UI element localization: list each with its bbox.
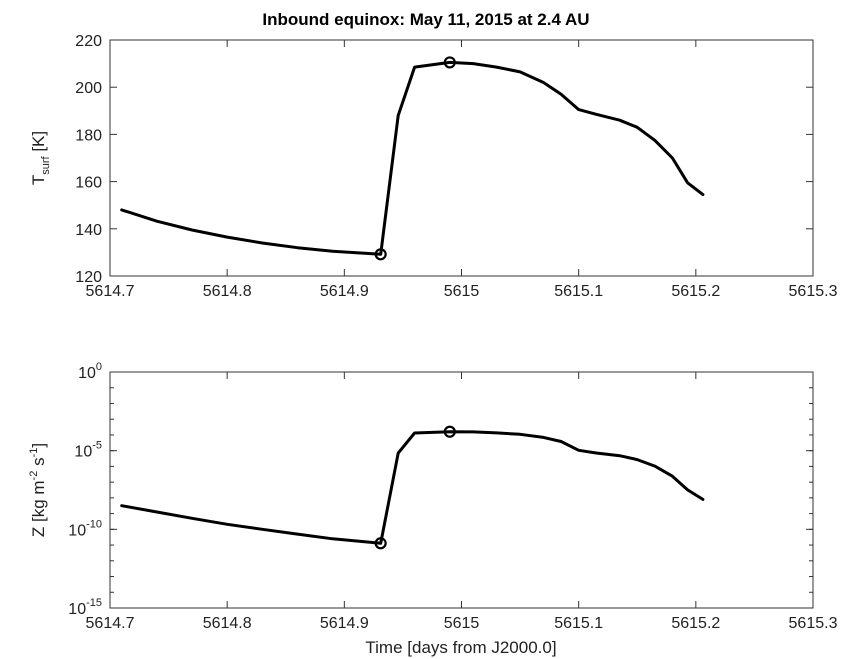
bottom-xtick-label: 5615 bbox=[444, 615, 480, 632]
bottom-ytick-label: 10-5 bbox=[74, 440, 102, 461]
top-ytick-label: 180 bbox=[75, 127, 102, 144]
top-marker-point bbox=[443, 56, 456, 69]
top-ytick-label: 120 bbox=[75, 269, 102, 286]
top-xtick-label: 5614.8 bbox=[203, 283, 252, 300]
bottom-panel: 5614.7 5614.8 5614.9 5615 5615.1 5615.2 5615.3… bbox=[28, 361, 838, 657]
top-ytick-label: 160 bbox=[75, 175, 102, 192]
top-marker-point bbox=[374, 248, 387, 261]
top-xtick-label: 5615 bbox=[444, 283, 480, 300]
bottom-xtick-label: 5614.8 bbox=[203, 615, 252, 632]
top-xtick-label: 5615.3 bbox=[789, 283, 838, 300]
top-ticks: 5614.7 5614.8 5614.9 5615 5615.1 5615.2 5615.3… bbox=[75, 33, 837, 300]
bottom-xtick-label: 5614.7 bbox=[86, 615, 135, 632]
top-ytick-label: 220 bbox=[75, 33, 102, 50]
bottom-marker-point bbox=[443, 425, 456, 438]
top-xtick-label: 5614.7 bbox=[86, 283, 135, 300]
top-series-line bbox=[120, 60, 705, 256]
bottom-ytick-label: 10-15 bbox=[68, 597, 102, 618]
top-ytick-label: 200 bbox=[75, 80, 102, 97]
top-ytick-label: 140 bbox=[75, 222, 102, 239]
top-xtick-label: 5614.9 bbox=[320, 283, 369, 300]
bottom-axes-frame bbox=[109, 371, 814, 609]
top-xtick-label: 5615.2 bbox=[671, 283, 720, 300]
bottom-xtick-label: 5615.1 bbox=[554, 615, 603, 632]
bottom-marker-point bbox=[374, 537, 387, 550]
top-axes-frame bbox=[109, 39, 814, 277]
bottom-xtick-label: 5615.3 bbox=[789, 615, 838, 632]
bottom-ytick-label: 100 bbox=[78, 361, 102, 382]
bottom-xtick-label: 5614.9 bbox=[320, 615, 369, 632]
top-xtick-label: 5615.1 bbox=[554, 283, 603, 300]
chart-title: Inbound equinox: May 11, 2015 at 2.4 AU bbox=[262, 10, 589, 29]
bottom-xtick-label: 5615.2 bbox=[671, 615, 720, 632]
top-panel: 5614.7 5614.8 5614.9 5615 5615.1 5615.2 5615.3… bbox=[29, 33, 838, 300]
bottom-markers bbox=[374, 425, 456, 550]
bottom-xlabel: Time [days from J2000.0] bbox=[365, 638, 556, 657]
bottom-ticks: 5614.7 5614.8 5614.9 5615 5615.1 5615.2 5615.3… bbox=[68, 361, 837, 632]
top-markers bbox=[374, 56, 456, 261]
bottom-series-line bbox=[120, 430, 705, 545]
bottom-ytick-label: 10-10 bbox=[68, 518, 102, 539]
bottom-ylabel: Z [kg m-2 s-1] bbox=[28, 443, 48, 537]
top-ylabel: Tsurf [K] bbox=[29, 131, 52, 185]
